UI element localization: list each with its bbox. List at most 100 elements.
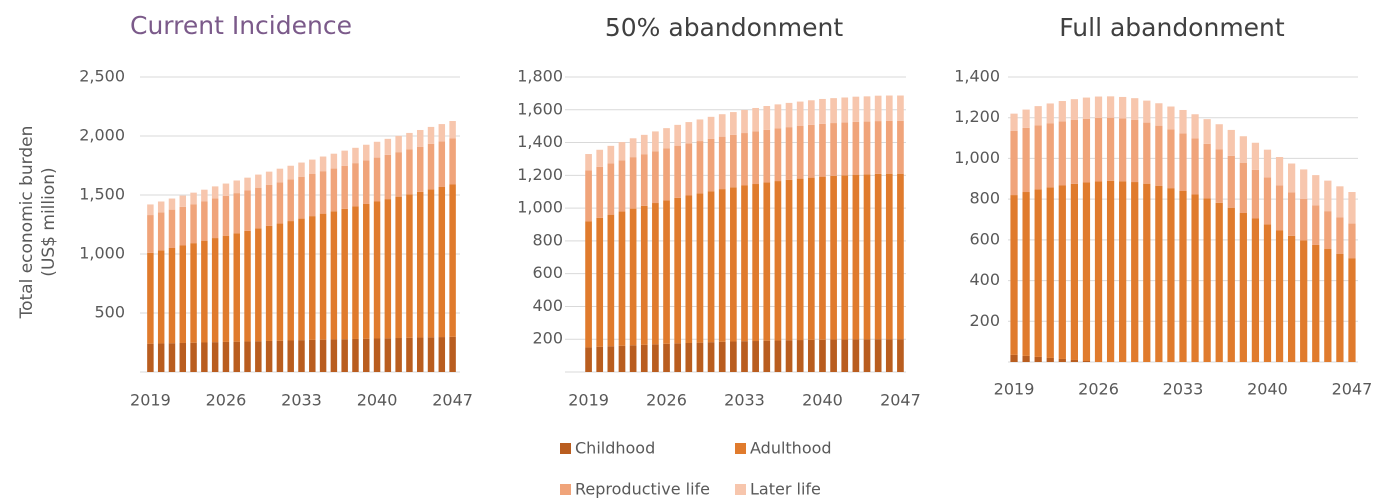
bar-segment bbox=[874, 339, 882, 372]
bar-segment bbox=[652, 151, 659, 204]
bar-segment bbox=[618, 142, 626, 161]
bar-segment bbox=[1058, 101, 1066, 122]
bar-segment bbox=[685, 122, 693, 144]
bar-segment bbox=[1155, 103, 1163, 126]
bar-segment bbox=[1106, 96, 1115, 118]
bar-segment bbox=[427, 337, 435, 372]
bar-segment bbox=[287, 221, 294, 341]
bar-segment bbox=[449, 336, 456, 372]
bar-segment bbox=[255, 228, 262, 342]
x-tick-label: 2047 bbox=[1332, 380, 1373, 399]
bar-segment bbox=[1348, 258, 1356, 362]
bar-segment bbox=[427, 143, 435, 190]
bar-segment bbox=[438, 186, 446, 338]
bar-segment bbox=[416, 337, 424, 372]
bar-segment bbox=[276, 168, 284, 183]
bar-segment bbox=[885, 339, 893, 372]
y-tick-label: 2,000 bbox=[79, 126, 125, 145]
bar-segment bbox=[796, 101, 804, 127]
bar-segment bbox=[830, 175, 837, 340]
bar-segment bbox=[863, 174, 871, 340]
bar-segment bbox=[330, 211, 338, 340]
bar-segment bbox=[819, 176, 826, 340]
bar-segment bbox=[1131, 98, 1139, 120]
bar-segment bbox=[718, 136, 726, 190]
bar-segment bbox=[265, 225, 273, 341]
bar-segment bbox=[1191, 114, 1199, 139]
bar-segment bbox=[774, 128, 782, 182]
x-tick-label: 2026 bbox=[646, 391, 687, 410]
bar-segment bbox=[373, 157, 381, 202]
bar-segment bbox=[629, 345, 637, 372]
y-tick-label: 400 bbox=[969, 270, 1000, 289]
bar-segment bbox=[1046, 357, 1054, 362]
bar-segment bbox=[730, 341, 737, 372]
y-tick-label: 800 bbox=[969, 189, 1000, 208]
bar-segment bbox=[1312, 205, 1320, 245]
bar-segment bbox=[663, 343, 670, 372]
bar-segment bbox=[1300, 169, 1308, 199]
bar-segment bbox=[1227, 129, 1235, 156]
bar-segment bbox=[1239, 162, 1247, 213]
bar-segment bbox=[168, 247, 176, 344]
bar-segment bbox=[830, 123, 837, 176]
bar-segment bbox=[1094, 117, 1103, 182]
legend-swatch bbox=[560, 443, 571, 454]
bar-segment bbox=[179, 206, 187, 246]
bar-segment bbox=[157, 343, 165, 372]
bar-segment bbox=[1070, 99, 1078, 120]
bar-segment bbox=[830, 339, 837, 372]
bar-segment bbox=[1094, 181, 1103, 362]
bar-segment bbox=[607, 163, 615, 215]
bar-segment bbox=[1312, 175, 1320, 206]
x-tick-label: 2019 bbox=[130, 391, 171, 410]
bar-segment bbox=[718, 341, 726, 372]
bar-segment bbox=[233, 341, 240, 372]
bar-segment bbox=[168, 209, 176, 248]
bar-segment bbox=[852, 339, 860, 372]
bar-segment bbox=[384, 338, 392, 372]
bar-segment bbox=[596, 149, 604, 167]
bar-segment bbox=[179, 195, 187, 207]
bar-segment bbox=[852, 121, 860, 175]
bar-segment bbox=[1106, 117, 1115, 181]
bar-segment bbox=[1143, 100, 1151, 123]
bar-segment bbox=[629, 208, 637, 346]
x-tick-label: 2047 bbox=[432, 391, 473, 410]
bar-segment bbox=[1300, 198, 1308, 241]
bar-segment bbox=[1082, 118, 1091, 183]
bar-segment bbox=[897, 95, 904, 121]
bar-segment bbox=[309, 173, 316, 217]
bar-segment bbox=[352, 147, 359, 164]
bar-segment bbox=[341, 165, 348, 209]
bar-segment bbox=[1336, 217, 1344, 254]
y-tick-label: 1,800 bbox=[517, 67, 563, 86]
bar-segment bbox=[319, 213, 327, 340]
bar-segment bbox=[1239, 212, 1247, 362]
bar-segment bbox=[211, 342, 219, 372]
bar-segment bbox=[287, 340, 294, 372]
bar-segment bbox=[1143, 183, 1151, 362]
bar-segment bbox=[763, 106, 771, 130]
bar-segment bbox=[1191, 138, 1199, 195]
bar-segment bbox=[696, 119, 704, 142]
bar-segment bbox=[1034, 125, 1042, 190]
bar-segment bbox=[211, 238, 219, 343]
bar-segment bbox=[1131, 182, 1139, 362]
bar-segment bbox=[373, 141, 381, 158]
y-tick-label: 600 bbox=[532, 263, 563, 282]
legend-label: Reproductive life bbox=[575, 480, 710, 499]
x-tick-label: 2026 bbox=[206, 391, 247, 410]
bar-segment bbox=[449, 121, 456, 139]
bar-segment bbox=[874, 173, 882, 340]
bar-segment bbox=[1022, 109, 1030, 128]
x-tick-label: 2040 bbox=[802, 391, 843, 410]
bar-segment bbox=[244, 341, 251, 372]
bar-segment bbox=[752, 184, 759, 342]
bar-segment bbox=[373, 338, 381, 372]
bar-segment bbox=[395, 196, 402, 339]
bar-segment bbox=[897, 120, 904, 174]
bar-segment bbox=[449, 138, 456, 185]
bar-segment bbox=[147, 204, 154, 216]
bar-segment bbox=[885, 173, 893, 340]
